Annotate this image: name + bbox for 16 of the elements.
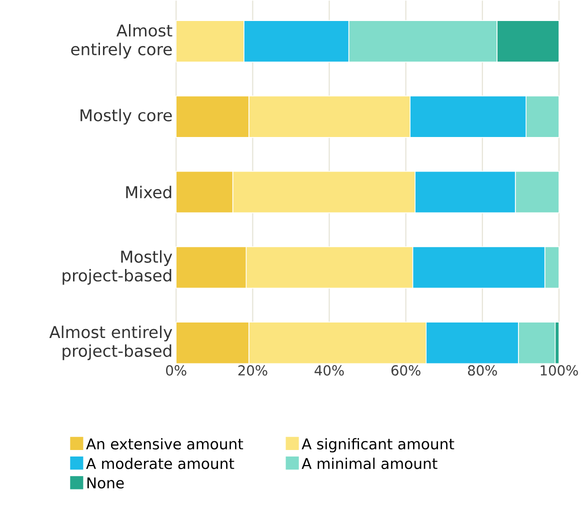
legend-label: A moderate amount	[86, 458, 234, 470]
x-tick-label: 40%	[314, 365, 344, 376]
y-tick-label: Almost entirely core	[71, 24, 172, 59]
legend-label: A minimal amount	[302, 458, 438, 470]
legend-label: A significant amount	[302, 438, 454, 452]
x-tick-label: 20%	[238, 365, 268, 376]
y-tick-label: Mostly core	[80, 108, 172, 125]
y-tick-label: Almost entirely project-based	[49, 326, 172, 360]
x-tick-label: 100%	[540, 365, 578, 376]
y-tick-label: Mostly project-based	[62, 250, 172, 285]
legend-label: An extensive amount	[86, 438, 244, 450]
x-tick-label: 80%	[468, 365, 497, 376]
y-tick-label: Mixed	[126, 186, 172, 198]
x-tick-label: 0%	[166, 365, 186, 376]
legend-label: None	[87, 478, 124, 488]
x-tick-label: 60%	[391, 365, 420, 376]
